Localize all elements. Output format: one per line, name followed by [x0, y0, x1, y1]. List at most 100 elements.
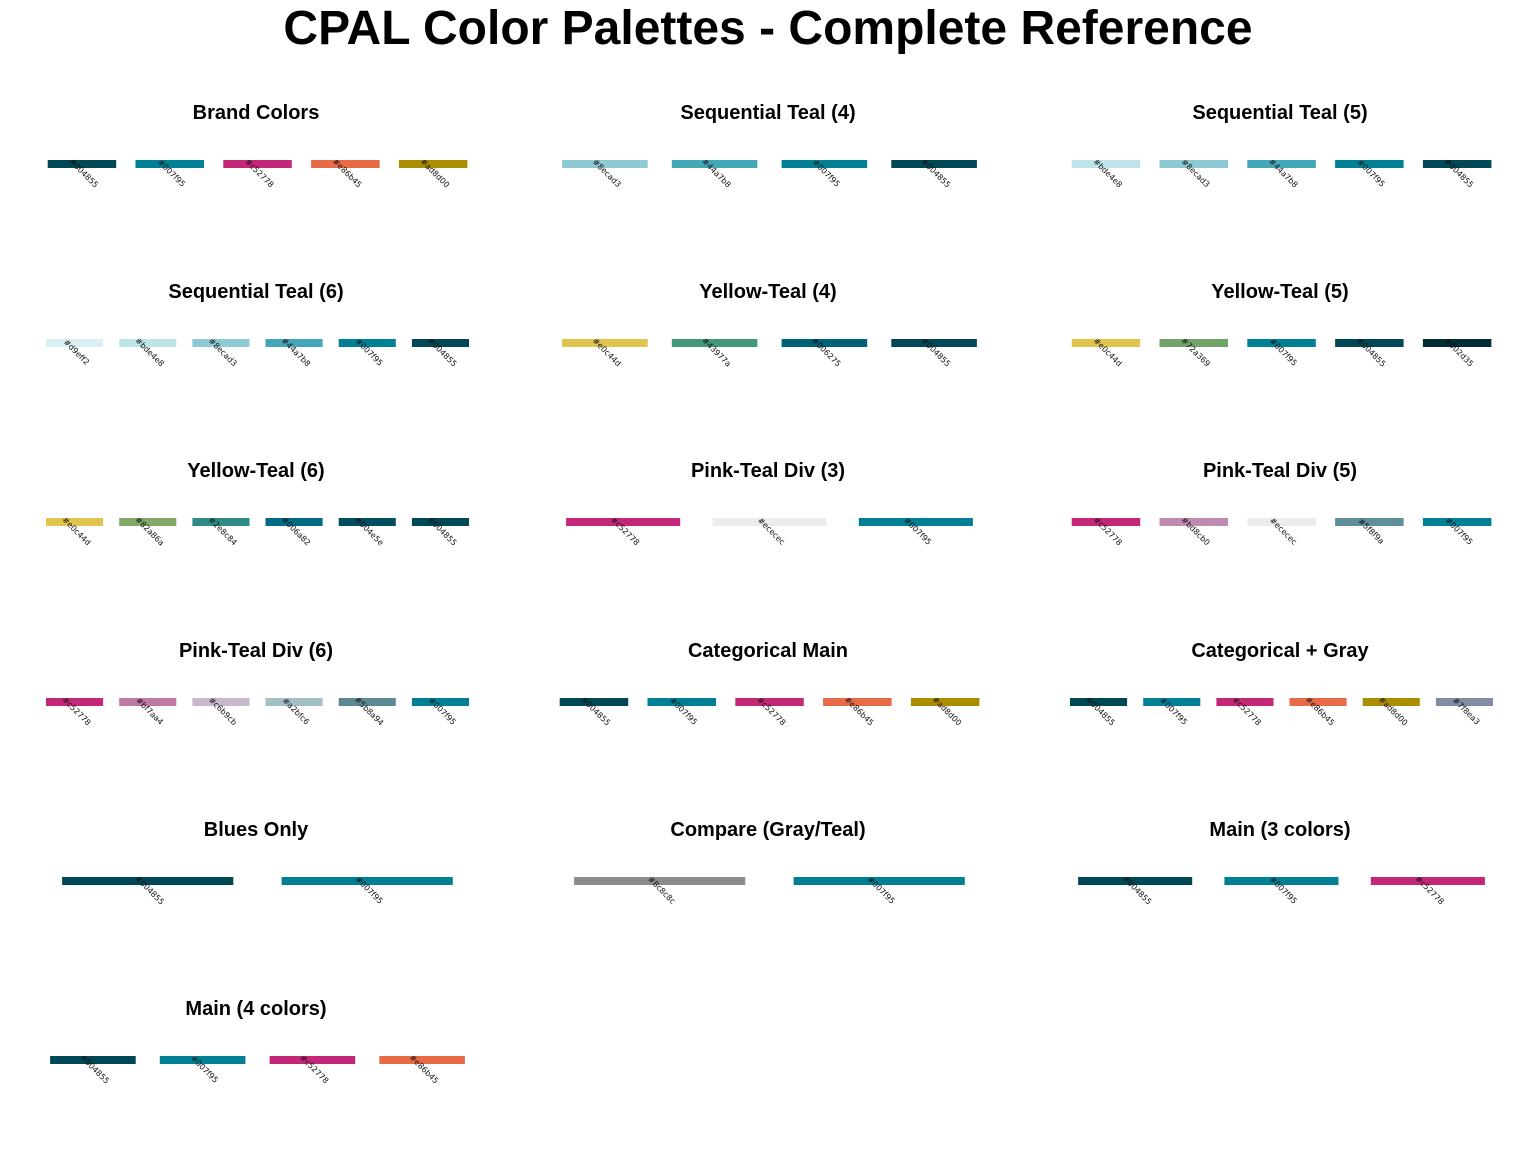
palette-title: Categorical Main — [687, 639, 849, 662]
palette-swatch-bar — [192, 339, 250, 348]
palette-title: Main (4 colors) — [185, 998, 327, 1020]
palette-swatch-bar — [1247, 160, 1316, 168]
palette-panel-pink-teal-div-5: Pink-Teal Div (5) #c52778 #bd8cb0 #ececec #5… — [1024, 442, 1536, 621]
palette-swatch-chart: #004855 #007f95 #c52778 — [1078, 874, 1485, 906]
palette-swatch-bar — [46, 518, 104, 527]
palette-swatch-chart: #e0c44d #72a369 #007f95 #004855 #002d35 — [1071, 336, 1492, 369]
palette-swatch-chart: #c52778 #ececec #007f95 — [566, 516, 973, 548]
palette-swatch-bar — [1159, 160, 1228, 168]
palette-swatch-bar — [50, 1056, 136, 1064]
palette-swatch-chart: #c52778 #bf7aa4 #c6b9cb #a2bfc6 #5b8a94 #007f… — [46, 695, 469, 727]
palette-title: Yellow-Teal (6) — [187, 460, 325, 483]
palette-panel-yellow-teal-4: Yellow-Teal (4) #e0c44d #43977a #006275 #004… — [512, 263, 1024, 442]
palette-panel-main-4-colors: Main (4 colors) #004855 #007f95 #c52778 #e86… — [0, 980, 512, 1159]
palette-swatch-bar — [223, 160, 292, 168]
palette-swatch-bar — [1422, 339, 1492, 348]
palette-title: Blues Only — [203, 818, 309, 841]
palette-swatch-bar — [265, 697, 323, 706]
palette-swatch-bar — [47, 160, 117, 168]
palette-swatch-bar — [338, 697, 396, 706]
palette-swatch-bar — [192, 518, 250, 527]
palette-swatch-chart: #8ecad3 #44a7b8 #007f95 #004855 — [562, 157, 977, 190]
palette-swatch-bar — [265, 518, 323, 527]
palette-swatch-bar — [1224, 876, 1339, 885]
palette-title: Sequential Teal (6) — [168, 281, 344, 304]
palette-swatch-bar — [671, 339, 758, 348]
palette-swatch-bar — [1143, 697, 1201, 706]
palette-swatch-bar — [823, 697, 892, 706]
palette-title: Sequential Teal (5) — [1192, 102, 1368, 124]
palette-swatch-bar — [1070, 697, 1128, 706]
palette-swatch-bar — [411, 518, 469, 527]
palette-title: Pink-Teal Div (3) — [690, 460, 846, 483]
palette-panel-blues-only: Blues Only #004855 #007f95 — [0, 801, 512, 980]
palette-swatch-bar — [311, 160, 380, 168]
palette-swatch-bar — [1071, 339, 1141, 348]
palette-panel-brand-colors: Brand Colors #004855 #007f95 #c52778 #e86b45… — [0, 84, 512, 263]
palette-swatch-bar — [1422, 518, 1492, 527]
palette-swatch-bar — [559, 697, 629, 706]
palette-title: Sequential Teal (4) — [680, 102, 856, 124]
palette-swatch-bar — [269, 1056, 356, 1064]
palette-swatch-chart: #004855 #007f95 #c52778 #e86b45 — [50, 1053, 465, 1086]
palette-title: Yellow-Teal (4) — [699, 281, 837, 304]
palette-swatch-bar — [781, 339, 868, 348]
palette-swatch-chart: #004855 #007f95 #c52778 #e86b45 #ad8d00 — [47, 157, 468, 190]
palette-swatch-bar — [562, 160, 648, 168]
palette-swatch-chart: #004855 #007f95 — [62, 874, 453, 906]
palette-title: Compare (Gray/Teal) — [670, 818, 866, 841]
palette-swatch-bar — [1247, 339, 1316, 348]
palette-swatch-bar — [566, 518, 681, 527]
palette-swatch-chart: #c52778 #bd8cb0 #ececec #5f8f9a #007f95 — [1071, 516, 1492, 548]
palette-swatch-bar — [1078, 876, 1193, 885]
palette-panel-pink-teal-div-6: Pink-Teal Div (6) #c52778 #bf7aa4 #c6b9cb #a… — [0, 622, 512, 801]
palette-panel-sequential-teal-6: Sequential Teal (6) #d9eff2 #bde4e8 #8ecad3… — [0, 263, 512, 442]
palette-swatch-bar — [338, 339, 396, 348]
palette-swatch-bar — [671, 160, 758, 168]
palette-title: Main (3 colors) — [1209, 818, 1351, 841]
palette-swatch-bar — [398, 160, 468, 168]
palette-swatch-chart: #e0c44d #82a86a #2e8c84 #006a82 #004e5e #0048… — [46, 515, 469, 548]
palette-swatch-bar — [62, 876, 234, 885]
palette-title: Pink-Teal Div (5) — [1202, 460, 1358, 483]
palette-swatch-bar — [1216, 697, 1274, 706]
page-title: CPAL Color Palettes - Complete Reference — [283, 2, 1253, 55]
palette-swatch-bar — [891, 160, 977, 168]
palette-swatch-chart: #004855 #007f95 #c52778 #e86b45 #ad8d00 #7f8e… — [1070, 694, 1493, 727]
palette-swatch-bar — [1335, 160, 1404, 168]
palette-swatch-chart: #e0c44d #43977a #006275 #004855 — [562, 336, 977, 369]
palette-panel-categorical-gray: Categorical + Gray #004855 #007f95 #c52778 #… — [1024, 622, 1536, 801]
palette-swatch-bar — [1289, 697, 1347, 706]
palette-title: Yellow-Teal (5) — [1211, 281, 1349, 304]
palette-swatch-bar — [46, 339, 104, 348]
palette-swatch-bar — [135, 160, 204, 168]
palette-panel-yellow-teal-5: Yellow-Teal (5) #e0c44d #72a369 #007f95 #004… — [1024, 263, 1536, 442]
palette-swatch-bar — [1335, 339, 1404, 348]
palette-swatch-bar — [781, 160, 868, 168]
palette-swatch-bar — [119, 697, 177, 706]
palette-panel-yellow-teal-6: Yellow-Teal (6) #e0c44d #82a86a #2e8c84 #006… — [0, 442, 512, 621]
palette-swatch-bar — [1247, 518, 1316, 527]
palette-swatch-bar — [1159, 518, 1228, 527]
palette-swatch-bar — [379, 1056, 465, 1064]
palette-swatch-bar — [265, 339, 323, 348]
palette-swatch-bar — [1362, 697, 1420, 706]
palette-swatch-bar — [119, 518, 177, 527]
palette-swatch-chart: #bde4e8 #8ecad3 #44a7b8 #007f95 #004855 — [1071, 157, 1492, 190]
palette-title: Pink-Teal Div (6) — [178, 639, 334, 662]
palette-swatch-bar — [1071, 160, 1141, 168]
palette-panel-categorical-main: Categorical Main #004855 #007f95 #c52778 #e8… — [512, 622, 1024, 801]
palette-swatch-bar — [712, 518, 827, 527]
palette-swatch-bar — [281, 876, 453, 885]
palette-swatch-bar — [46, 697, 104, 706]
palette-panel-sequential-teal-4: Sequential Teal (4) #8ecad3 #44a7b8 #007f95… — [512, 84, 1024, 263]
palette-swatch-bar — [647, 697, 716, 706]
palette-title: Categorical + Gray — [1191, 639, 1369, 662]
palette-swatch-chart: #d9eff2 #bde4e8 #8ecad3 #44a7b8 #007f95 #0048… — [46, 336, 469, 369]
palette-swatch-bar — [411, 697, 469, 706]
palette-swatch-bar — [1159, 339, 1228, 348]
palette-panel-pink-teal-div-3: Pink-Teal Div (3) #c52778 #ececec #007f95 — [512, 442, 1024, 621]
palette-panel-compare-gray-teal: Compare (Gray/Teal) #8c8c8c #007f95 — [512, 801, 1024, 980]
palette-swatch-bar — [562, 339, 648, 348]
